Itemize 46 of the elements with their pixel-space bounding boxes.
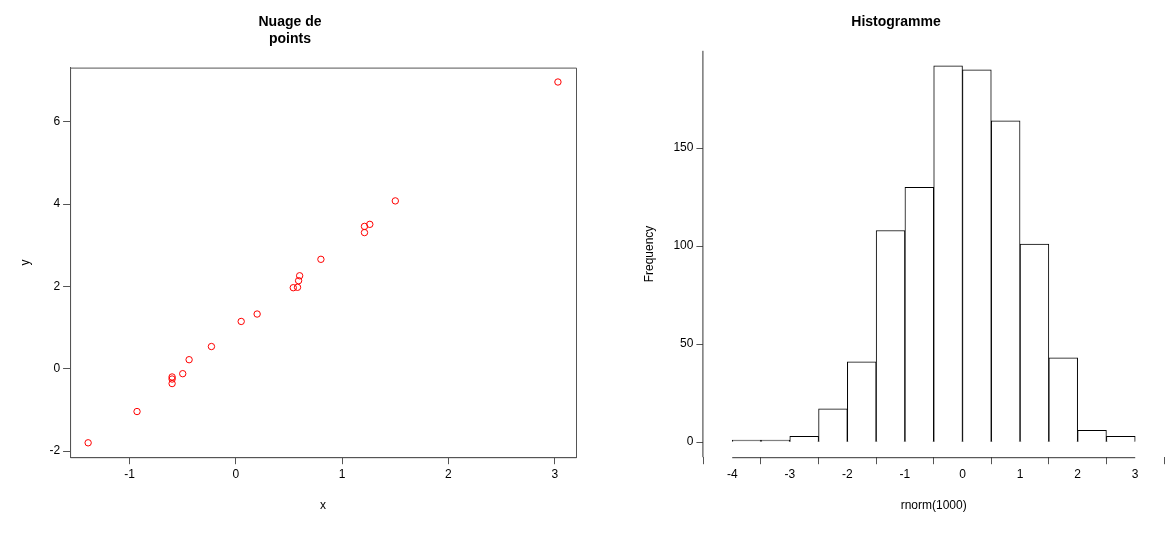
- point: [289, 284, 297, 292]
- point: [179, 369, 187, 378]
- point: [293, 283, 302, 291]
- y-axis-title: y: [17, 259, 32, 266]
- point: [84, 439, 92, 447]
- point: [366, 220, 374, 229]
- y-tick-label: -2: [49, 443, 61, 458]
- x-tick-label: -1: [899, 466, 911, 481]
- x-tick-label: -1: [124, 466, 136, 481]
- x-axis-title: x: [320, 498, 327, 513]
- point: [317, 255, 325, 264]
- x-tick-label: 2: [445, 466, 453, 481]
- point: [207, 342, 216, 351]
- point: [391, 197, 400, 205]
- point: [168, 379, 176, 388]
- chart-title: Histogramme: [851, 13, 941, 30]
- x-tick-label: -2: [842, 466, 854, 481]
- y-axis-title: Frequency: [641, 225, 656, 283]
- point: [360, 222, 369, 231]
- point: [554, 78, 562, 86]
- y-tick-label: 150: [673, 140, 694, 155]
- x-tick-label: 1: [1016, 466, 1024, 481]
- point: [294, 277, 303, 285]
- x-axis-title: rnorm(1000): [900, 498, 967, 513]
- y-tick-label: 50: [680, 336, 694, 351]
- y-tick-label: 2: [53, 278, 61, 293]
- point: [295, 272, 304, 280]
- y-tick-label: 0: [53, 361, 61, 376]
- point: [185, 356, 193, 364]
- x-tick-label: -4: [726, 466, 738, 481]
- x-tick-label: 3: [1131, 466, 1139, 481]
- y-tick-label: 6: [53, 114, 61, 129]
- x-tick-label: -3: [784, 466, 796, 481]
- x-tick-label: 0: [959, 466, 967, 481]
- y-tick-label: 100: [673, 238, 694, 253]
- point: [253, 310, 261, 318]
- x-tick-label: 1: [338, 466, 346, 481]
- y-tick-label: 4: [53, 196, 61, 211]
- y-tick-label: 0: [686, 434, 694, 449]
- point: [360, 228, 369, 237]
- x-tick-label: 2: [1074, 466, 1082, 481]
- x-tick-label: 3: [551, 466, 559, 481]
- x-tick-label: 0: [232, 466, 240, 481]
- point: [237, 317, 245, 326]
- chart-title: Nuage de points: [258, 13, 322, 47]
- point: [133, 407, 141, 416]
